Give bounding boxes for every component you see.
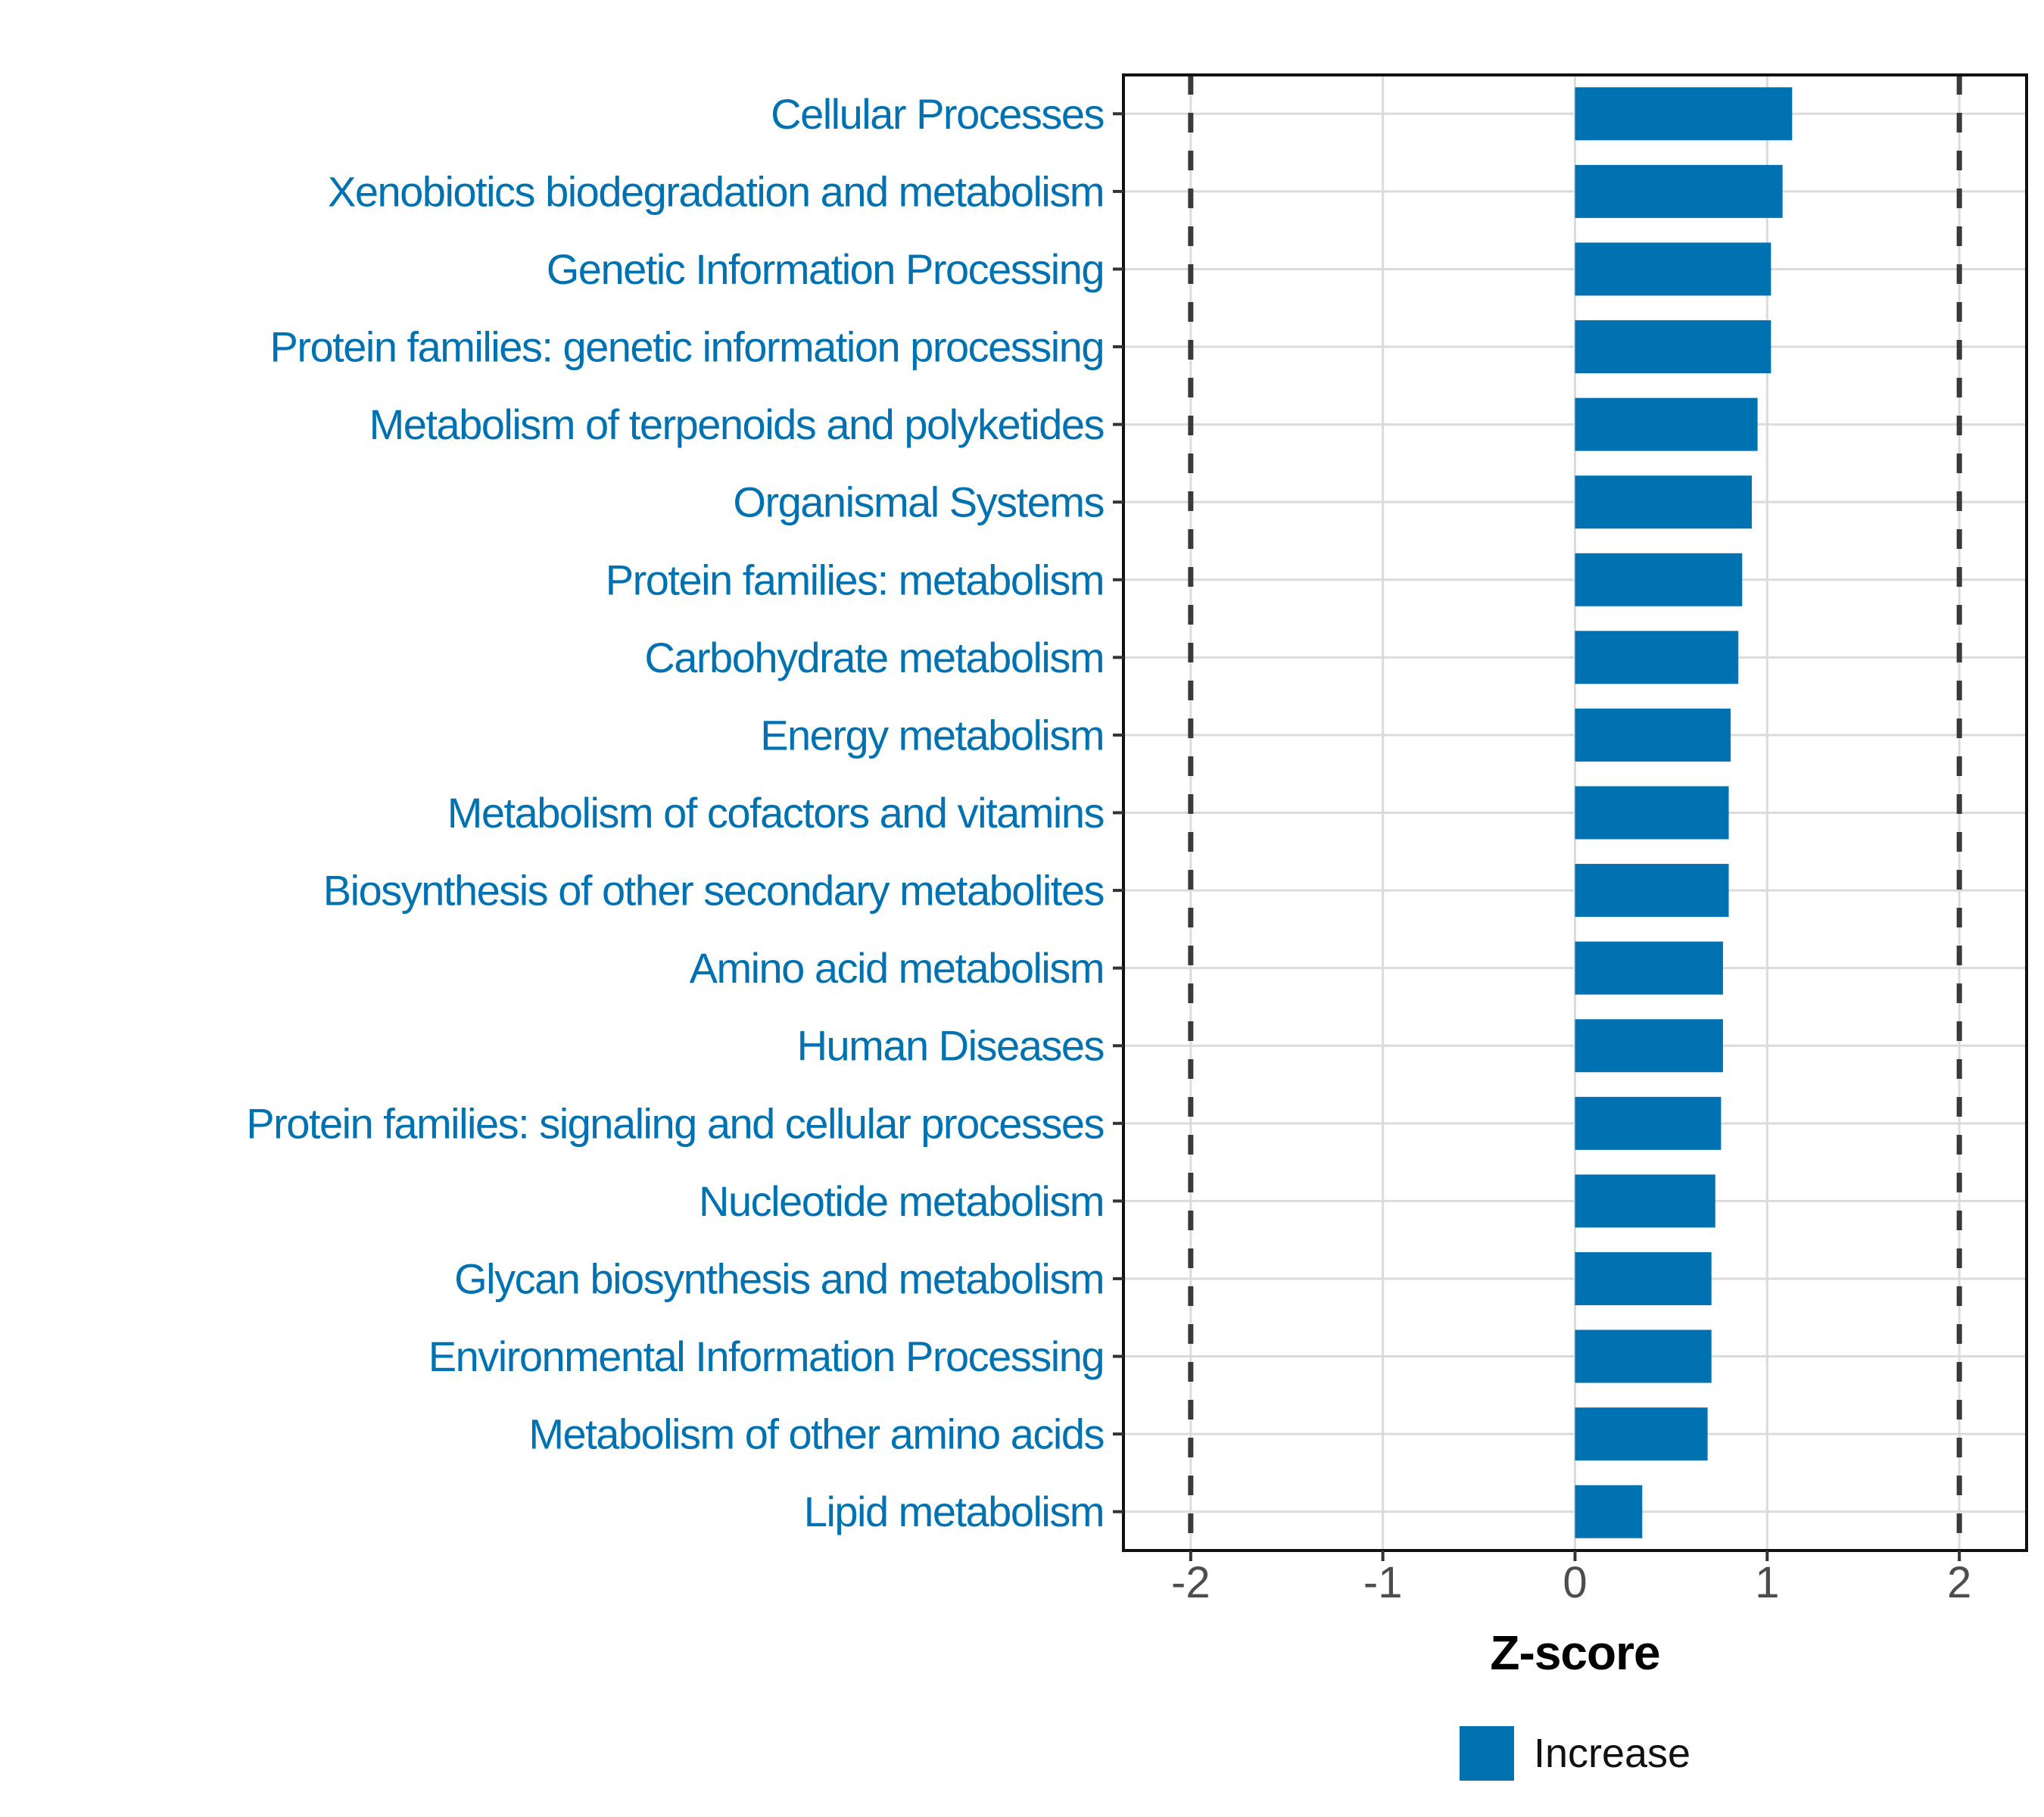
x-tick-label: 1	[1755, 1558, 1779, 1607]
bar	[1575, 941, 1723, 995]
x-tick-label: -1	[1363, 1558, 1403, 1607]
bar	[1575, 631, 1739, 684]
category-label: Environmental Information Processing	[428, 1332, 1104, 1380]
category-label: Xenobiotics biodegradation and metabolis…	[328, 167, 1104, 215]
x-tick-label: 0	[1563, 1558, 1587, 1607]
x-tick-label: -2	[1171, 1558, 1211, 1607]
bar	[1575, 1485, 1643, 1538]
legend-swatch-increase	[1459, 1726, 1514, 1781]
category-label: Metabolism of terpenoids and polyketides	[369, 400, 1104, 448]
category-label: Organismal Systems	[733, 478, 1104, 526]
bar	[1575, 87, 1793, 141]
category-label: Genetic Information Processing	[547, 245, 1104, 293]
bar	[1575, 1019, 1723, 1073]
category-label: Glycan biosynthesis and metabolism	[454, 1254, 1104, 1302]
x-tick-label: 2	[1947, 1558, 1971, 1607]
bar	[1575, 708, 1731, 762]
bar	[1575, 242, 1771, 296]
bar	[1575, 1329, 1712, 1383]
category-label: Protein families: signaling and cellular…	[246, 1099, 1104, 1147]
category-label: Carbohydrate metabolism	[644, 634, 1104, 681]
category-label: Energy metabolism	[760, 711, 1104, 759]
x-axis-title: Z-score	[1490, 1625, 1660, 1680]
bar	[1575, 320, 1771, 374]
bar	[1575, 1251, 1712, 1305]
bar	[1575, 1174, 1715, 1228]
bar	[1575, 164, 1783, 218]
bar	[1575, 786, 1729, 840]
category-label: Human Diseases	[797, 1022, 1104, 1070]
bar	[1575, 553, 1743, 606]
category-label: Biosynthesis of other secondary metaboli…	[323, 867, 1104, 915]
bar	[1575, 475, 1753, 529]
category-label: Protein families: genetic information pr…	[270, 323, 1104, 371]
category-label: Metabolism of other amino acids	[528, 1410, 1104, 1458]
category-label: Metabolism of cofactors and vitamins	[447, 789, 1104, 837]
bar	[1575, 864, 1729, 918]
bar	[1575, 1407, 1708, 1461]
bar	[1575, 1096, 1722, 1150]
category-label: Cellular Processes	[771, 90, 1104, 138]
category-label: Nucleotide metabolism	[699, 1177, 1104, 1225]
bar	[1575, 397, 1758, 451]
category-label: Protein families: metabolism	[606, 556, 1104, 603]
category-label: Lipid metabolism	[804, 1488, 1104, 1535]
category-label: Amino acid metabolism	[690, 944, 1104, 992]
legend-label-increase: Increase	[1533, 1731, 1691, 1776]
legend: Increase	[1123, 1723, 2027, 1784]
